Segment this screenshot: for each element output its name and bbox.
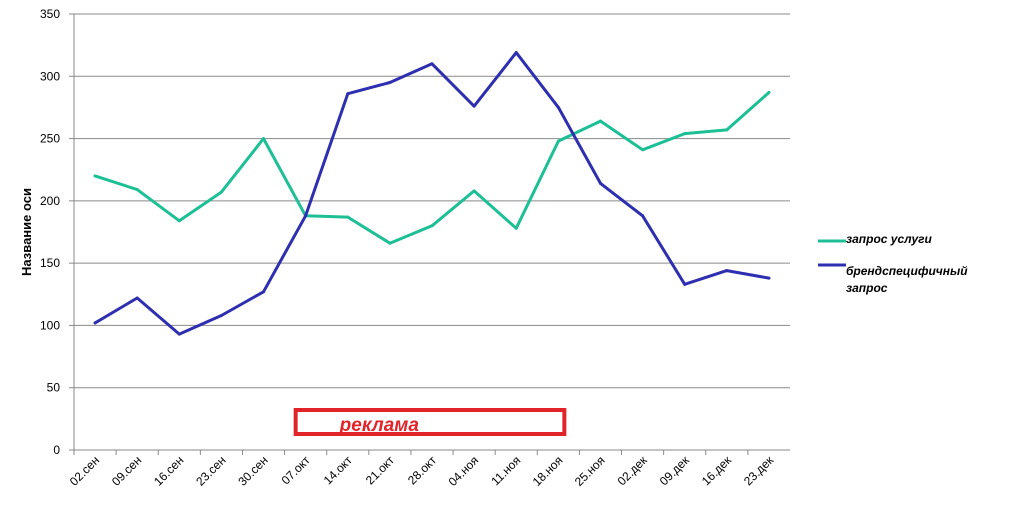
x-tick-label: 04.ноя [446,453,482,489]
annotation-rect [293,408,567,436]
y-tick-label: 50 [47,381,61,395]
data-point [514,51,518,55]
data-point [388,241,392,245]
legend-label-brand-query: брендспецифичный запрос [846,264,968,295]
y-tick-label: 200 [40,194,60,208]
y-tick-label: 0 [53,443,60,457]
data-point [725,269,729,273]
x-tick-label: 25.ноя [572,453,608,489]
data-point [556,105,560,109]
x-tick-label: 09.сен [109,453,144,488]
y-tick-label: 300 [40,69,60,83]
data-point [472,104,476,108]
x-tick-label: 14.окт [321,453,355,487]
x-tick-label: 30.сен [235,453,270,488]
data-point [514,226,518,230]
y-axis-ticks: 0 50 100 150 200 250 300 350 [40,7,74,457]
data-point [767,90,771,94]
annotation-box: реклама [293,408,567,436]
x-tick-label: 09.дек [657,453,693,489]
data-point [346,92,350,96]
y-tick-label: 100 [40,318,60,332]
data-point [177,219,181,223]
x-tick-label: 23.дек [741,453,777,489]
y-tick-label: 250 [40,132,60,146]
data-point [388,81,392,85]
data-point [598,119,602,123]
series-line-1 [93,51,771,336]
data-point [93,321,97,325]
data-point [135,296,139,300]
data-point [346,215,350,219]
annotation-label: реклама [339,415,420,436]
y-tick-label: 150 [40,256,60,270]
series-line-0 [93,91,771,245]
x-tick-label: 02.сен [67,453,102,488]
data-point [767,276,771,280]
data-point [93,174,97,178]
data-point [556,139,560,143]
data-point [472,189,476,193]
data-point [262,137,266,141]
data-point [135,188,139,192]
x-tick-label: 11.ноя [488,453,523,488]
y-axis-label: Название оси [19,188,34,276]
data-point [641,214,645,218]
x-tick-label: 02.дек [615,453,651,489]
data-point [683,282,687,286]
series-lines [93,51,771,336]
data-point [598,181,602,185]
data-point [430,62,434,66]
data-point [219,313,223,317]
x-tick-label: 07.окт [279,453,313,487]
x-axis-ticks: 02.сен 09.сен 16.сен 23.сен 30.сен 07.окт 14.о… [67,450,777,489]
legend-label-zapros-uslugi: запрос услуги [846,232,933,246]
data-point [430,224,434,228]
grid-lines [74,13,790,451]
legend: запрос услуги брендспецифичный запрос [818,232,968,295]
x-tick-label: 28.окт [405,453,439,487]
x-tick-label: 23.сен [193,453,228,488]
data-point [725,128,729,132]
data-point [304,214,308,218]
data-point [177,332,181,336]
data-point [262,290,266,294]
x-tick-label: 16.сен [151,453,186,488]
x-tick-label: 16.дек [699,453,735,489]
data-point [683,132,687,136]
data-point [219,190,223,194]
x-tick-label: 18.ноя [530,453,566,489]
y-tick-label: 350 [40,7,60,21]
data-point [641,148,645,152]
x-tick-label: 21.окт [363,453,397,487]
